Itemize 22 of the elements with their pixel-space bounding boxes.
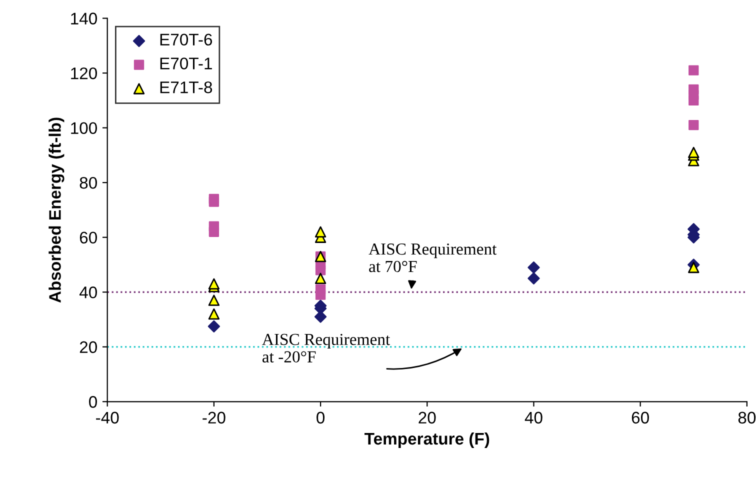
y-tick-label: 80 xyxy=(80,176,97,189)
annotation: AISC Requirement at -20°F xyxy=(262,334,390,362)
annotation: AISC Requirement at 70°F xyxy=(368,244,497,272)
y-tick-label: 60 xyxy=(80,232,97,244)
x-tick-label: -40 xyxy=(96,412,119,424)
x-tick-label: 60 xyxy=(632,412,649,424)
x-axis-title: Temperature (F) xyxy=(364,432,490,448)
y-tick-label: 40 xyxy=(79,286,97,298)
y-axis-title: Absorbed Energy (ft-lb) xyxy=(48,118,64,303)
x-tick-label: 40 xyxy=(524,412,542,424)
y-tick-label: 0 xyxy=(89,396,97,408)
y-tick-label: 100 xyxy=(71,122,97,134)
y-tick-label: 140 xyxy=(71,12,97,24)
x-tick-label: 20 xyxy=(418,412,436,424)
legend-label: E70T-6 xyxy=(160,34,212,46)
x-tick-label: -20 xyxy=(202,412,226,424)
legend-label: E71T-8 xyxy=(160,81,212,94)
x-tick-label: 0 xyxy=(316,412,325,424)
legend-label: E70T-1 xyxy=(160,58,212,70)
x-tick-label: 80 xyxy=(738,412,756,424)
y-tick-label: 20 xyxy=(80,341,97,354)
y-tick-label: 120 xyxy=(71,67,97,80)
